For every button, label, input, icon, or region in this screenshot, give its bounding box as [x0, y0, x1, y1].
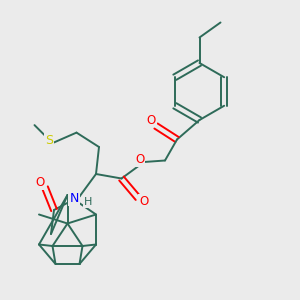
- Text: O: O: [35, 176, 44, 189]
- Text: O: O: [147, 113, 156, 127]
- Text: H: H: [84, 197, 93, 207]
- Text: O: O: [140, 195, 148, 208]
- Text: S: S: [45, 134, 53, 147]
- Text: N: N: [69, 192, 79, 206]
- Text: O: O: [135, 153, 144, 166]
